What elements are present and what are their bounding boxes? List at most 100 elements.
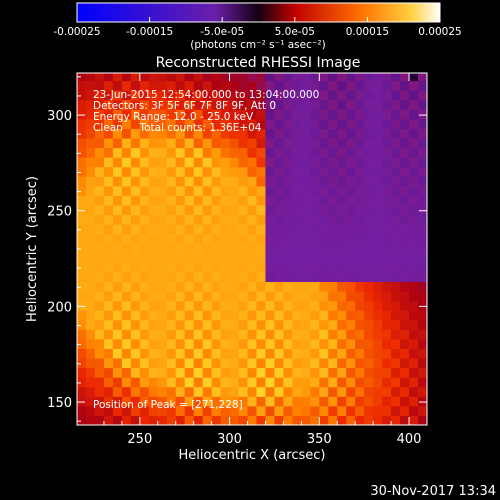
heatmap-cell (184, 157, 195, 168)
heatmap-cell (77, 80, 87, 91)
heatmap-cell (265, 118, 275, 129)
heatmap-cell (373, 138, 383, 149)
heatmap-cell (346, 109, 356, 120)
heatmap-cell (193, 147, 204, 158)
heatmap-cell (103, 176, 114, 187)
heatmap-cell (148, 166, 159, 177)
heatmap-cell (166, 90, 177, 101)
heatmap-cell (220, 415, 231, 425)
heatmap-cell (238, 338, 249, 349)
heatmap-cell (418, 338, 427, 349)
heatmap-cell (355, 224, 365, 235)
heatmap-cell (85, 300, 96, 311)
heatmap-cell (139, 396, 150, 407)
heatmap-cell (337, 243, 347, 254)
heatmap-cell (157, 233, 168, 244)
heatmap-cell (310, 358, 320, 369)
heatmap-cell (301, 252, 311, 263)
heatmap-cell (139, 310, 150, 321)
heatmap-cell (94, 80, 105, 91)
heatmap-cell (77, 176, 87, 187)
heatmap-cell (220, 90, 231, 101)
heatmap-cell (175, 358, 186, 369)
heatmap-cell (166, 147, 177, 158)
heatmap-cell (157, 377, 168, 388)
heatmap-cell (220, 291, 231, 302)
heatmap-cell (400, 300, 410, 311)
heatmap-cell (220, 262, 231, 273)
heatmap-cell (256, 310, 266, 321)
heatmap-cell (337, 195, 347, 206)
heatmap-cell (355, 73, 365, 82)
heatmap-cell (418, 319, 427, 330)
heatmap-cell (301, 214, 311, 225)
heatmap-cell (283, 243, 293, 254)
heatmap-cell (418, 377, 427, 388)
heatmap-cell (382, 415, 392, 425)
heatmap-cell (400, 415, 410, 425)
heatmap-cell (94, 205, 105, 216)
heatmap-cell (346, 281, 356, 292)
heatmap-cell (184, 73, 195, 82)
heatmap-cell (157, 185, 168, 196)
heatmap-cell (337, 377, 347, 388)
heatmap-cell (77, 310, 87, 321)
heatmap-cell (346, 291, 356, 302)
heatmap-cell (283, 128, 293, 139)
heatmap-cell (355, 118, 365, 129)
heatmap-cell (256, 195, 266, 206)
heatmap-cell (409, 214, 419, 225)
heatmap-cell (139, 405, 150, 416)
heatmap-cell (121, 358, 132, 369)
heatmap-cell (121, 233, 132, 244)
heatmap-cell (292, 377, 302, 388)
heatmap-cell (77, 224, 87, 235)
heatmap-cell (202, 224, 213, 235)
heatmap-cell (319, 405, 329, 416)
heatmap-cell (77, 185, 87, 196)
heatmap-cell (382, 367, 392, 378)
heatmap-cell (409, 233, 419, 244)
heatmap-cell (256, 358, 266, 369)
heatmap-cell (238, 224, 249, 235)
heatmap-cell (382, 252, 392, 263)
heatmap-cell (373, 157, 383, 168)
heatmap-cell (211, 233, 222, 244)
heatmap-cell (238, 367, 249, 378)
heatmap-cell (301, 205, 311, 216)
heatmap-cell (77, 262, 87, 273)
heatmap-cell (274, 348, 284, 359)
heatmap-cell (202, 310, 213, 321)
heatmap-cell (94, 90, 105, 101)
heatmap-cell (229, 224, 240, 235)
heatmap-cell (211, 262, 222, 273)
heatmap-cell (139, 224, 150, 235)
heatmap-cell (184, 319, 195, 330)
heatmap-cell (418, 214, 427, 225)
heatmap-cell (364, 214, 374, 225)
heatmap-cell (139, 338, 150, 349)
heatmap-cell (418, 118, 427, 129)
heatmap-cell (148, 214, 159, 225)
heatmap-cell (103, 233, 114, 244)
heatmap-cell (409, 310, 419, 321)
heatmap-cell (319, 138, 329, 149)
heatmap-cell (400, 338, 410, 349)
heatmap-cell (391, 262, 401, 273)
heatmap-cell (238, 176, 249, 187)
heatmap-cell (400, 118, 410, 129)
heatmap-cell (283, 281, 293, 292)
heatmap-cell (319, 338, 329, 349)
heatmap-cell (166, 281, 177, 292)
heatmap-cell (391, 405, 401, 416)
heatmap-cell (310, 300, 320, 311)
heatmap-cell (148, 319, 159, 330)
heatmap-cell (202, 338, 213, 349)
heatmap-cell (283, 205, 293, 216)
heatmap-cell (247, 73, 257, 82)
heatmap-cell (400, 243, 410, 254)
heatmap-cell (130, 147, 141, 158)
heatmap-cell (265, 386, 275, 397)
heatmap-cell (229, 358, 240, 369)
heatmap-cell (337, 348, 347, 359)
